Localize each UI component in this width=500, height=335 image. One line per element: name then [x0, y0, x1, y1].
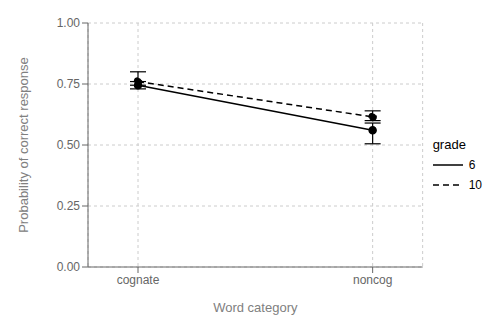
html-text:grade: grade — [432, 137, 466, 152]
html-text:10: 10 — [468, 178, 482, 192]
svg-text:Word category: Word category — [213, 300, 298, 315]
svg-text:noncog: noncog — [353, 273, 392, 287]
svg-text:Probability of correct respons: Probability of correct response — [16, 57, 31, 233]
svg-text:0.75: 0.75 — [57, 77, 81, 91]
html-text:6: 6 — [468, 158, 476, 172]
svg-text:0.25: 0.25 — [57, 199, 81, 213]
svg-text:cognate: cognate — [117, 273, 160, 287]
svg-text:1.00: 1.00 — [57, 16, 81, 30]
svg-text:0.00: 0.00 — [57, 260, 81, 274]
svg-text:0.50: 0.50 — [57, 138, 81, 152]
